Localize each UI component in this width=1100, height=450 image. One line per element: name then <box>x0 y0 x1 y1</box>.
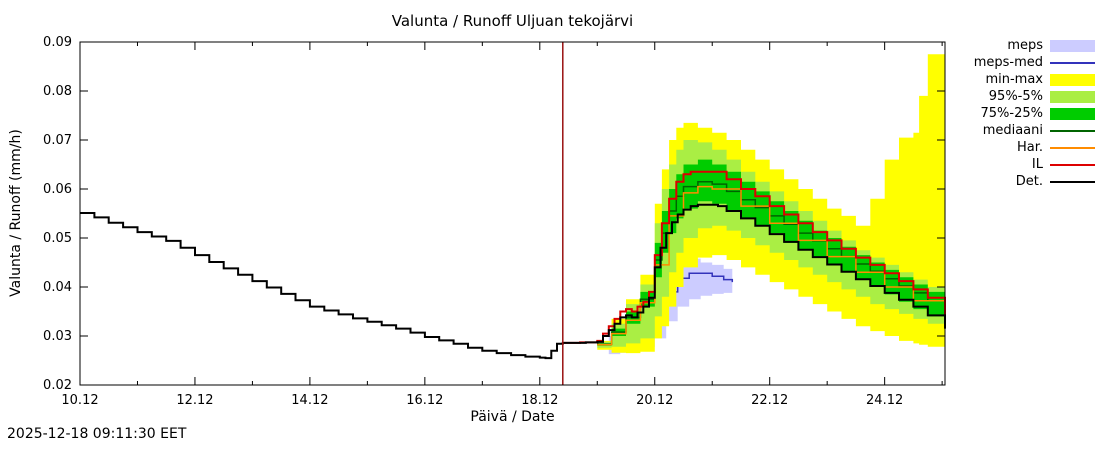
legend-label: meps <box>1007 38 1043 53</box>
x-tick-label: 24.12 <box>866 393 903 408</box>
chart-title: Valunta / Runoff Uljuan tekojärvi <box>391 12 634 30</box>
legend-swatch-meps-med <box>1050 61 1095 64</box>
legend-swatch-il <box>1050 163 1095 166</box>
legend-item-min-max: min-max <box>974 71 1095 88</box>
line-Det <box>80 203 946 360</box>
x-tick-label: 14.12 <box>291 393 328 408</box>
generation-timestamp: 2025-12-18 09:11:30 EET <box>7 426 187 442</box>
legend-item-meps: meps <box>974 37 1095 54</box>
y-axis-label: Valunta / Runoff (mm/h) <box>8 129 24 297</box>
legend-swatch-det <box>1050 180 1095 183</box>
legend-label: min-max <box>985 72 1043 87</box>
legend-item-har: Har. <box>974 139 1095 156</box>
legend-item-il: IL <box>974 156 1095 173</box>
legend-label: IL <box>1031 157 1043 172</box>
legend-swatch-min-max <box>1050 73 1095 86</box>
x-tick-label: 10.12 <box>61 393 98 408</box>
legend-label: Har. <box>1016 140 1043 155</box>
y-tick-label: 0.09 <box>43 35 72 50</box>
legend-label: Det. <box>1015 174 1043 189</box>
legend: meps meps-med min-max 95%-5% 75%-25% med… <box>974 37 1095 190</box>
legend-swatch-95-5 <box>1050 90 1095 103</box>
legend-label: meps-med <box>973 55 1043 70</box>
x-axis-label: Päivä / Date <box>470 409 555 425</box>
x-tick-label: 20.12 <box>636 393 673 408</box>
legend-item-mediaani: mediaani <box>974 122 1095 139</box>
legend-swatch-75-25 <box>1050 107 1095 120</box>
legend-label: mediaani <box>982 123 1043 138</box>
x-tick-label: 16.12 <box>406 393 443 408</box>
y-tick-label: 0.06 <box>43 182 72 197</box>
line-Har <box>597 185 946 346</box>
y-tick-label: 0.04 <box>43 280 72 295</box>
x-tick-label: 22.12 <box>751 393 788 408</box>
x-tick-label: 18.12 <box>521 393 558 408</box>
legend-swatch-meps <box>1050 39 1095 52</box>
legend-item-det: Det. <box>974 173 1095 190</box>
y-tick-label: 0.07 <box>43 133 72 148</box>
legend-item-meps-med: meps-med <box>974 54 1095 71</box>
x-tick-label: 12.12 <box>176 393 213 408</box>
y-tick-label: 0.05 <box>43 231 72 246</box>
y-tick-label: 0.02 <box>43 378 72 393</box>
legend-label: 95%-5% <box>988 89 1043 104</box>
plot-frame <box>79 41 946 386</box>
legend-swatch-mediaani <box>1050 129 1095 132</box>
y-tick-label: 0.08 <box>43 84 72 99</box>
legend-item-95-5: 95%-5% <box>974 88 1095 105</box>
legend-item-75-25: 75%-25% <box>974 105 1095 122</box>
legend-label: 75%-25% <box>980 106 1043 121</box>
legend-swatch-har <box>1050 146 1095 149</box>
y-tick-label: 0.03 <box>43 329 72 344</box>
